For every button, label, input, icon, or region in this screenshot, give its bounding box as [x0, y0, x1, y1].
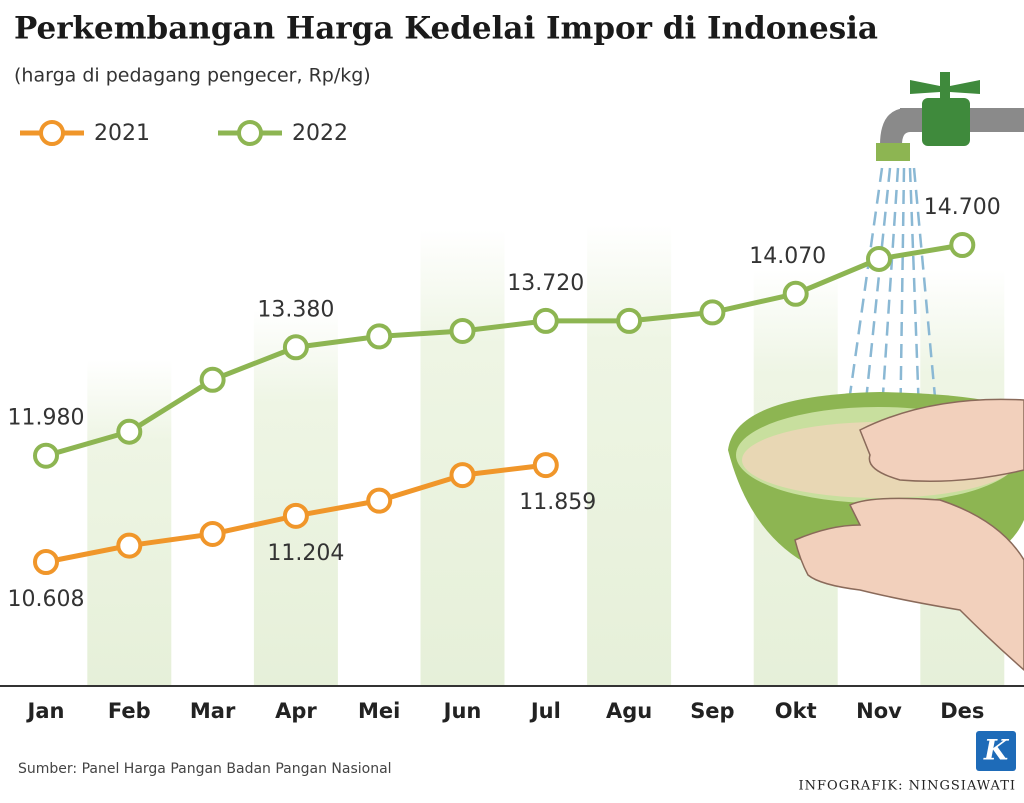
data-label: 11.980 — [8, 406, 85, 431]
point — [866, 245, 892, 272]
series-line — [45, 242, 963, 459]
data-label: 10.608 — [8, 587, 85, 612]
column-band — [87, 360, 172, 686]
legend-label: 2022 — [292, 121, 348, 146]
data-label: 11.204 — [267, 541, 344, 566]
legend-marker — [237, 120, 263, 146]
point — [949, 232, 976, 258]
data-label: 11.859 — [519, 490, 596, 515]
credit: INFOGRAFIK: NINGSIAWATI — [799, 779, 1017, 794]
illustration — [728, 72, 1024, 672]
legend-marker — [39, 120, 65, 146]
x-tick-label: Jun — [442, 699, 482, 723]
x-tick-label: Sep — [690, 699, 734, 723]
legend-label: 2021 — [94, 121, 150, 146]
point — [532, 307, 559, 334]
point — [366, 323, 393, 350]
x-tick-label: Okt — [775, 699, 817, 723]
point — [33, 442, 59, 469]
chart-title: Perkembangan Harga Kedelai Impor di Indo… — [14, 11, 878, 47]
data-label: 14.070 — [749, 244, 826, 269]
data-label: 13.720 — [507, 271, 584, 296]
point — [699, 299, 726, 326]
point — [616, 307, 643, 334]
x-tick-label: Des — [940, 699, 984, 723]
point — [199, 520, 226, 547]
point — [366, 487, 393, 514]
x-tick-label: Jul — [529, 699, 561, 723]
column-band — [253, 310, 338, 686]
x-tick-label: Feb — [108, 699, 151, 723]
column-band — [587, 225, 672, 686]
x-tick-label: Jan — [26, 699, 65, 723]
data-label: 14.700 — [924, 195, 1001, 220]
point — [282, 502, 309, 529]
x-tick-label: Mei — [358, 699, 400, 723]
point — [449, 317, 476, 344]
logo: K — [976, 731, 1016, 771]
column-band — [420, 230, 505, 686]
point — [449, 462, 476, 489]
x-tick-label: Nov — [856, 699, 902, 723]
point — [199, 366, 226, 393]
point — [116, 532, 143, 559]
x-tick-label: Apr — [275, 699, 317, 723]
x-tick-label: Mar — [190, 699, 236, 723]
subtitle: (harga di pedagang pengecer, Rp/kg) — [14, 65, 371, 87]
point — [532, 452, 559, 479]
data-label: 13.380 — [257, 297, 334, 322]
point — [282, 334, 309, 361]
point — [116, 418, 143, 445]
x-tick-label: Agu — [606, 699, 652, 723]
source: Sumber: Panel Harga Pangan Badan Pangan … — [18, 761, 392, 777]
point — [782, 280, 809, 307]
logo-text: K — [983, 734, 1010, 767]
point — [33, 549, 59, 575]
